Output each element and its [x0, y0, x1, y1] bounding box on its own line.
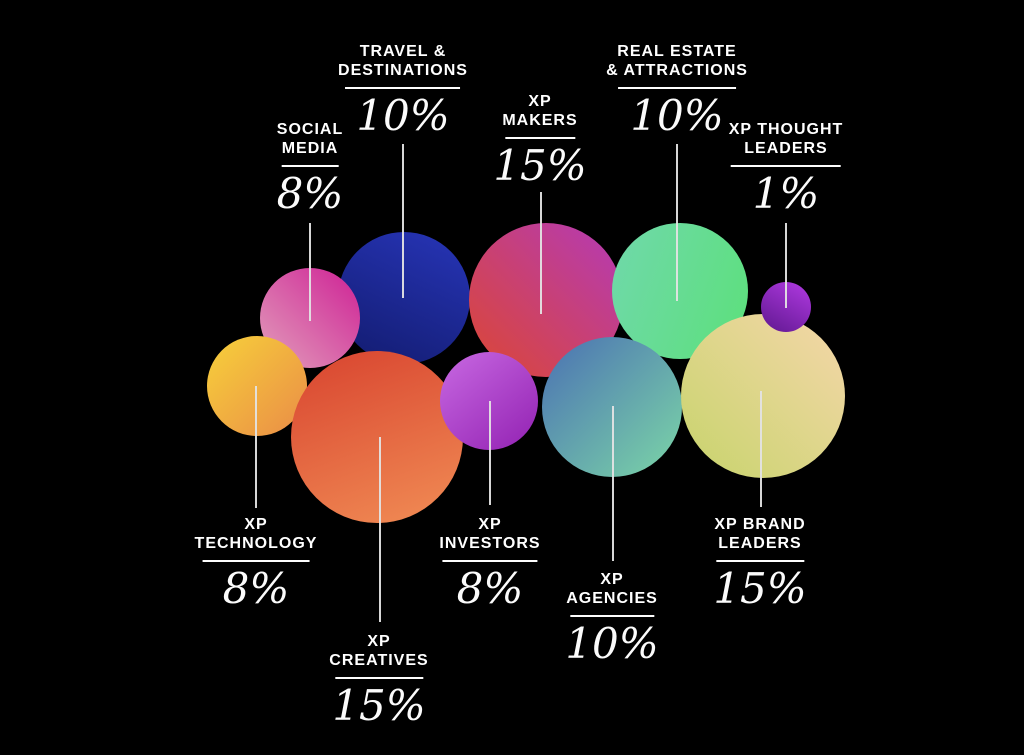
category-name-xp-investors: XP INVESTORS	[439, 515, 540, 553]
connector-line-xp-agencies	[612, 406, 614, 561]
connector-line-xp-creatives	[379, 437, 381, 622]
connector-line-travel-destinations	[402, 144, 404, 298]
percent-value-xp-creatives: 15%	[332, 681, 426, 730]
percent-value-xp-investors: 8%	[456, 564, 524, 613]
category-name-line: REAL ESTATE	[617, 43, 737, 60]
category-name-travel-destinations: TRAVEL & DESTINATIONS	[338, 42, 468, 80]
label-xp-brand-leaders: XP BRAND LEADERS 15%	[713, 515, 806, 613]
category-name-line: DESTINATIONS	[338, 62, 468, 79]
category-name-line: XP	[528, 93, 552, 110]
category-name-xp-agencies: XP AGENCIES	[565, 570, 658, 608]
connector-line-xp-makers	[540, 192, 542, 314]
category-name-line: & ATTRACTIONS	[606, 62, 748, 79]
label-underline-social-media	[281, 165, 339, 167]
label-xp-makers: XP MAKERS 15%	[493, 92, 586, 190]
label-xp-investors: XP INVESTORS 8%	[439, 515, 540, 613]
category-name-xp-thought-leaders: XP THOUGHT LEADERS	[729, 120, 844, 158]
bubble-xp-creatives	[291, 351, 463, 523]
label-underline-xp-brand-leaders	[715, 560, 804, 562]
category-name-line: TRAVEL &	[359, 43, 447, 60]
label-xp-technology: XP TECHNOLOGY 8%	[195, 515, 318, 613]
category-name-social-media: SOCIAL MEDIA	[277, 120, 344, 158]
bubble-xp-technology	[207, 336, 307, 436]
label-underline-travel-destinations	[345, 87, 461, 89]
category-name-line: XP	[600, 571, 624, 588]
connector-line-xp-investors	[489, 401, 491, 505]
category-name-line: XP THOUGHT	[728, 121, 844, 138]
category-name-xp-technology: XP TECHNOLOGY	[195, 515, 318, 553]
category-name-line: MAKERS	[502, 112, 578, 129]
connector-line-xp-brand-leaders	[760, 391, 762, 507]
category-name-line: LEADERS	[744, 140, 828, 157]
percent-value-xp-technology: 8%	[222, 564, 290, 613]
category-name-line: MEDIA	[281, 140, 339, 157]
label-xp-agencies: XP AGENCIES 10%	[565, 570, 658, 668]
category-name-line: CREATIVES	[329, 652, 429, 669]
percent-value-xp-brand-leaders: 15%	[713, 564, 807, 613]
connector-line-xp-technology	[255, 386, 257, 508]
bubble-xp-brand-leaders	[681, 314, 845, 478]
percent-value-social-media: 8%	[276, 169, 344, 218]
label-underline-xp-makers	[504, 137, 575, 139]
category-name-line: XP BRAND	[714, 516, 806, 533]
category-name-real-estate-attractions: REAL ESTATE & ATTRACTIONS	[606, 42, 748, 80]
category-name-line: LEADERS	[718, 535, 802, 552]
label-xp-thought-leaders: XP THOUGHT LEADERS 1%	[729, 120, 844, 218]
label-travel-destinations: TRAVEL & DESTINATIONS 10%	[338, 42, 468, 140]
category-name-xp-makers: XP MAKERS	[493, 92, 586, 130]
label-underline-xp-agencies	[569, 615, 654, 617]
label-underline-xp-investors	[442, 560, 538, 562]
category-name-line: XP	[367, 633, 391, 650]
category-name-xp-brand-leaders: XP BRAND LEADERS	[713, 515, 806, 553]
connector-line-xp-thought-leaders	[785, 223, 787, 308]
label-real-estate-attractions: REAL ESTATE & ATTRACTIONS 10%	[606, 42, 748, 140]
connector-line-social-media	[309, 223, 311, 321]
category-name-xp-creatives: XP CREATIVES	[329, 632, 428, 670]
label-social-media: SOCIAL MEDIA 8%	[277, 120, 344, 218]
percent-value-xp-thought-leaders: 1%	[752, 169, 820, 218]
percent-value-xp-makers: 15%	[493, 141, 587, 190]
category-name-line: XP	[244, 516, 268, 533]
bubble-travel-destinations	[338, 232, 470, 364]
category-name-line: SOCIAL	[276, 121, 344, 138]
percent-value-travel-destinations: 10%	[356, 91, 450, 140]
connector-line-real-estate-attractions	[676, 144, 678, 301]
category-name-line: INVESTORS	[439, 535, 541, 552]
label-xp-creatives: XP CREATIVES 15%	[329, 632, 428, 730]
category-name-line: XP	[478, 516, 502, 533]
label-underline-xp-thought-leaders	[730, 165, 841, 167]
label-underline-xp-creatives	[334, 677, 423, 679]
label-underline-real-estate-attractions	[618, 87, 736, 89]
label-underline-xp-technology	[202, 560, 310, 562]
percent-value-xp-agencies: 10%	[565, 619, 659, 668]
category-name-line: TECHNOLOGY	[194, 535, 318, 552]
percent-value-real-estate-attractions: 10%	[630, 91, 724, 140]
category-name-line: AGENCIES	[566, 590, 658, 607]
